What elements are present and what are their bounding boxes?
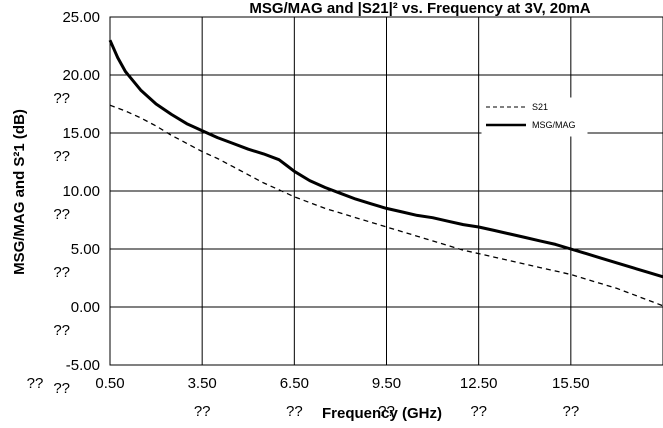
legend-label-msg-mag: MSG/MAG	[532, 120, 576, 130]
y-tick-label: 15.00	[62, 125, 100, 142]
x-tick-extra-label: ??	[27, 375, 44, 392]
y-tick-extra-label: ??	[53, 206, 70, 223]
y-tick-label: -5.00	[66, 357, 100, 374]
x-tick-label: 15.50	[552, 375, 590, 392]
y-axis-title: MSG/MAG and S²1 (dB)	[11, 109, 28, 275]
x-tick-extra-label: ??	[194, 403, 211, 420]
y-tick-label: 5.00	[71, 241, 100, 258]
x-tick-label: 6.50	[280, 375, 309, 392]
legend: S21 MSG/MAG	[481, 97, 588, 137]
y-tick-extra-label: ??	[53, 322, 70, 339]
y-tick-extra-label: ??	[53, 380, 70, 397]
series-line-s21	[109, 104, 663, 307]
x-tick-extra-label: ??	[562, 403, 579, 420]
y-tick-label: 10.00	[62, 183, 100, 200]
y-tick-label: 0.00	[71, 299, 100, 316]
y-tick-label: 20.00	[62, 67, 100, 84]
legend-box	[481, 97, 588, 137]
x-axis-title: Frequency (GHz)	[322, 405, 442, 422]
x-tick-extra-label: ??	[378, 403, 395, 420]
x-tick-label: 12.50	[460, 375, 498, 392]
plot-area-frame	[109, 16, 663, 366]
legend-label-s21: S21	[532, 102, 548, 112]
x-tick-label: 0.50	[95, 375, 124, 392]
y-tick-extra-label: ??	[53, 90, 70, 107]
x-tick-label: 9.50	[372, 375, 401, 392]
tick-labels: 0.50?? 3.50?? 6.50?? 9.50?? 12.50?? 15.50?? 25…	[27, 9, 590, 420]
series-lines	[108, 39, 663, 307]
y-tick-extra-label: ??	[53, 148, 70, 165]
x-tick-label: 3.50	[188, 375, 217, 392]
chart-title: MSG/MAG and |S21|² vs. Frequency at 3V, …	[249, 0, 590, 17]
x-tick-extra-label: ??	[286, 403, 303, 420]
x-tick-extra-label: ??	[470, 403, 487, 420]
y-tick-label: 25.00	[62, 9, 100, 26]
series-line-msg-mag	[108, 39, 663, 279]
y-tick-extra-label: ??	[53, 264, 70, 281]
